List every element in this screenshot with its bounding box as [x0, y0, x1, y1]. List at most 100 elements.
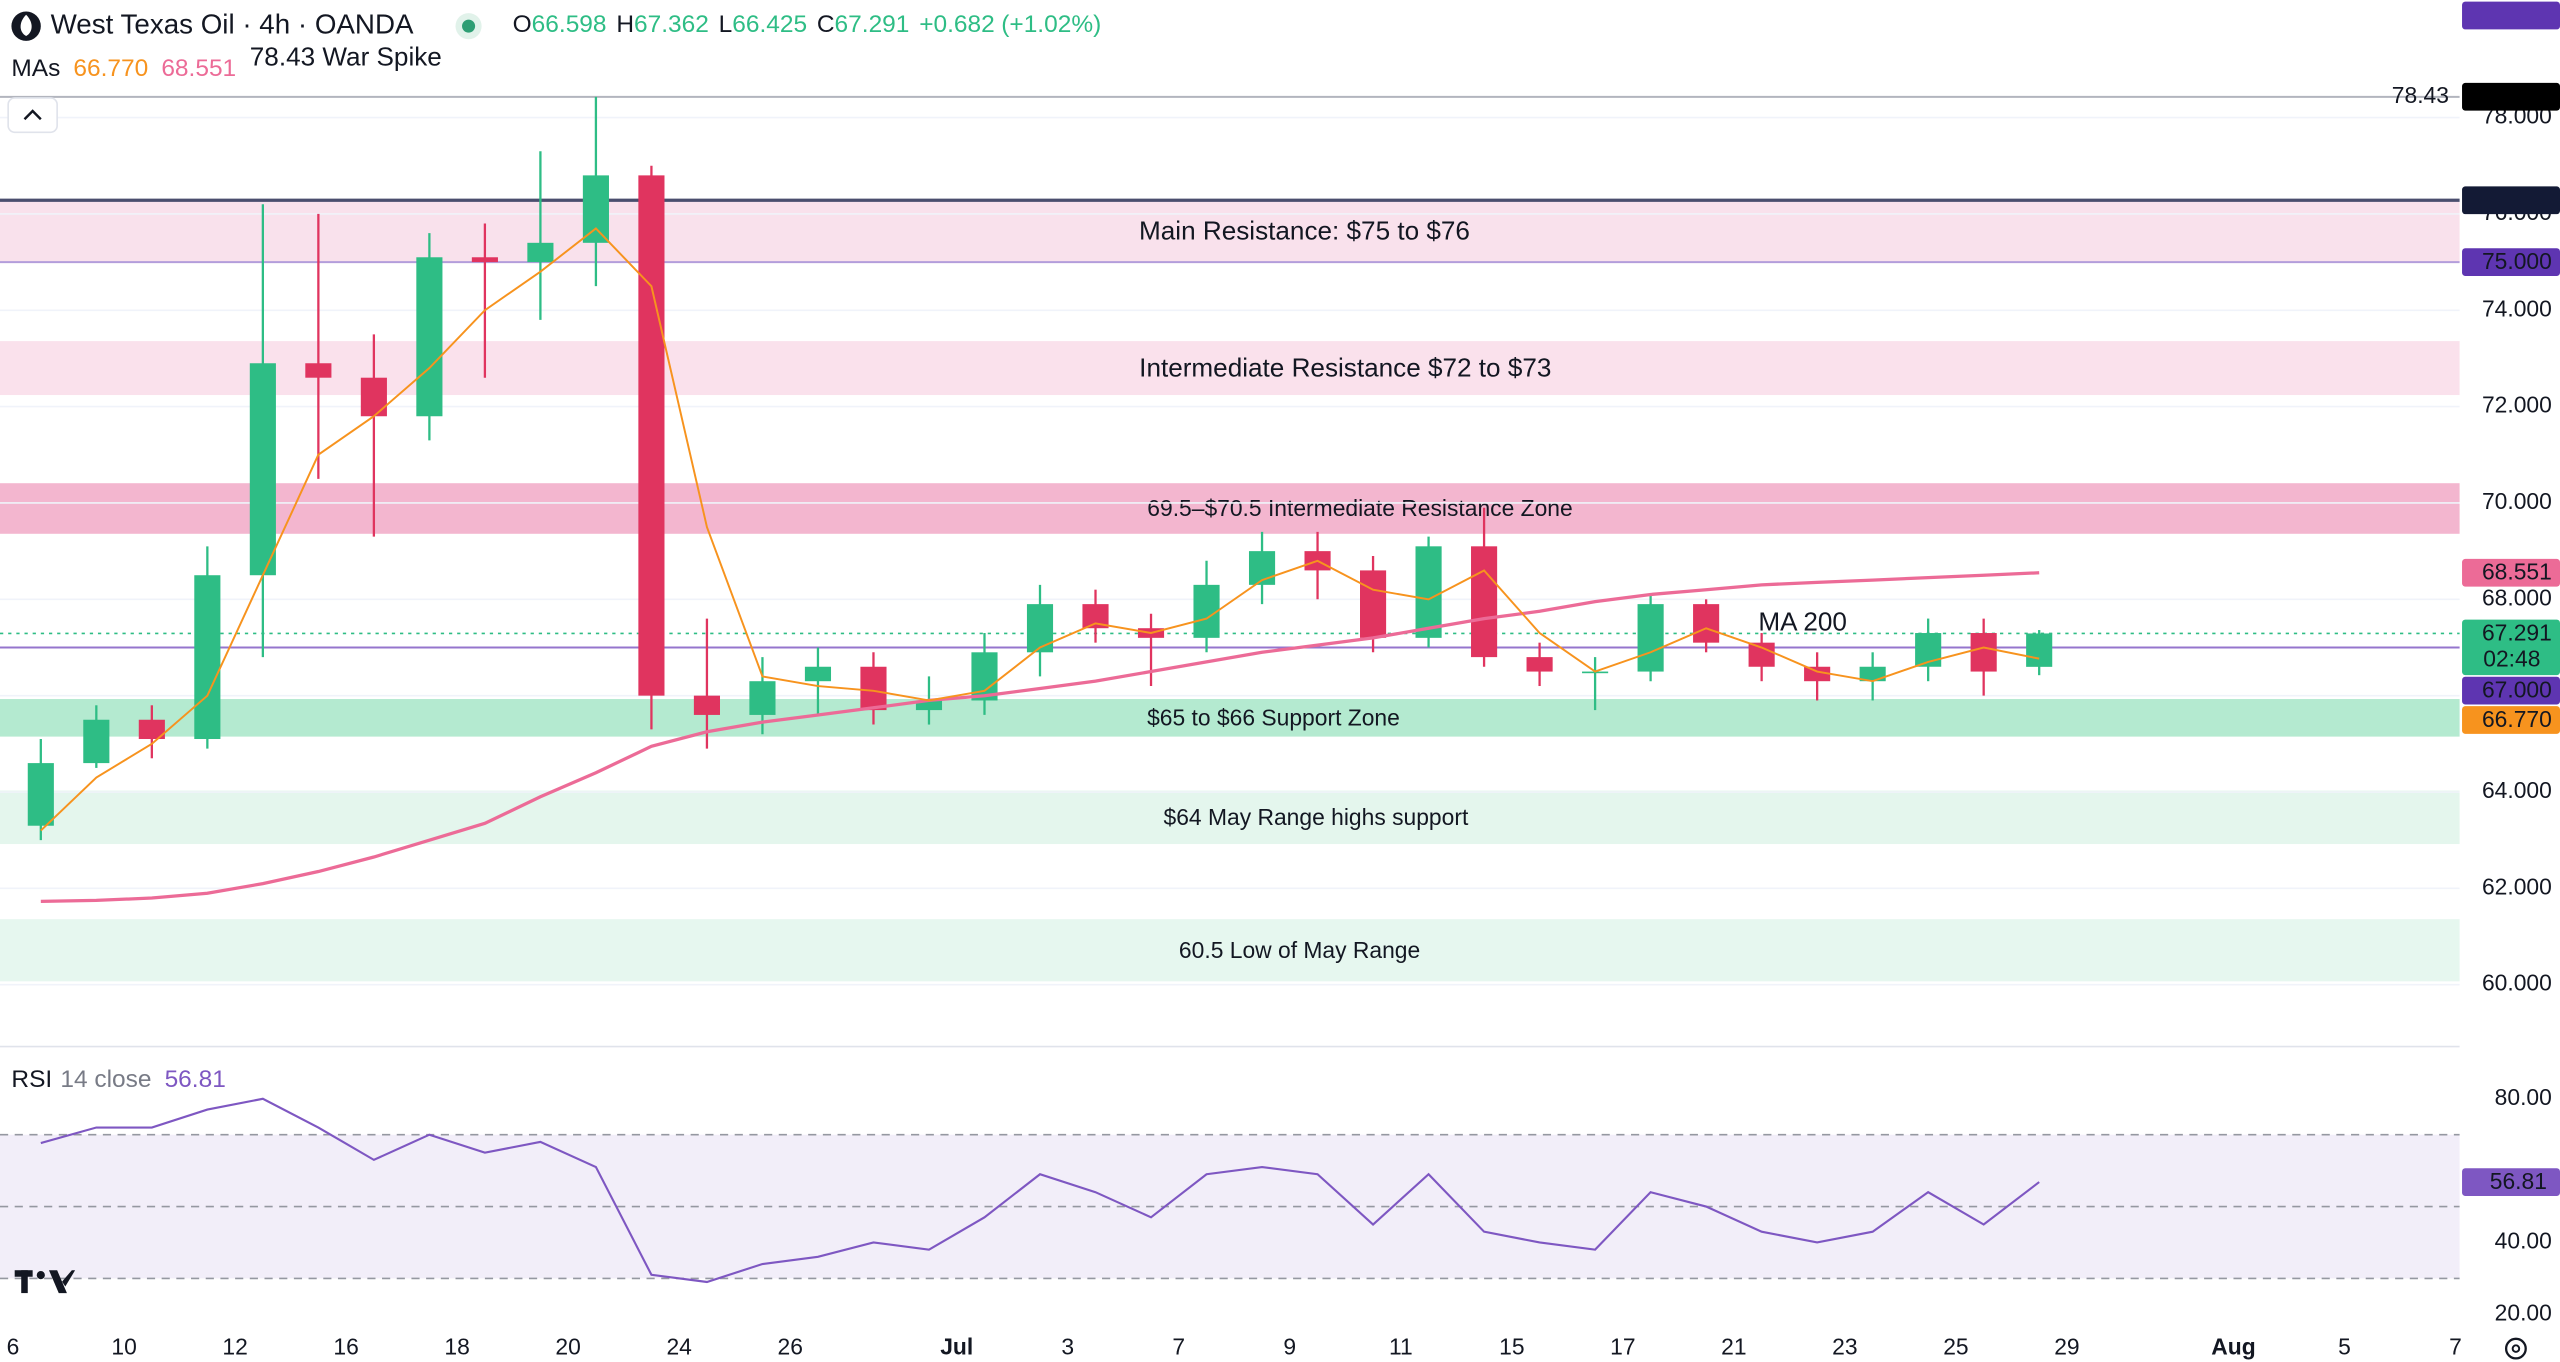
settings-icon-center	[2511, 1344, 2521, 1353]
ma-legend-label: MAs	[11, 56, 60, 83]
ohlc-value: 67.362	[634, 12, 709, 39]
price-tag-label: 67.000	[2482, 676, 2552, 702]
candle-body	[471, 257, 498, 263]
tv-logo-part	[36, 1271, 45, 1280]
rsi-tag-label: 56.81	[2490, 1168, 2547, 1194]
settings-button[interactable]	[2504, 1337, 2527, 1360]
annotation: 78.43 War Spike	[250, 42, 442, 72]
axes: 60.00062.00064.00066.00068.00070.00072.0…	[7, 1, 2560, 1360]
zone-label: Intermediate Resistance $72 to $73	[1139, 353, 1551, 383]
symbol-logo-drop	[20, 14, 32, 36]
zone	[0, 483, 2461, 534]
zone	[0, 919, 2461, 982]
x-tick-label: 25	[1943, 1334, 1968, 1360]
candle-body	[305, 363, 332, 378]
zone	[0, 200, 2461, 263]
candle-body	[527, 242, 554, 263]
market-status-dot	[462, 19, 476, 33]
price-tag	[2462, 676, 2560, 705]
x-tick-label: 6	[7, 1334, 20, 1360]
candle-body	[1748, 642, 1775, 667]
zone	[0, 699, 2461, 737]
zone-label: Main Resistance: $75 to $76	[1139, 216, 1470, 246]
rsi-title: RSI	[11, 1066, 52, 1093]
x-tick-label: 10	[111, 1334, 136, 1360]
price-tag-label: 66.770	[2482, 706, 2552, 732]
x-tick-label: 9	[1283, 1334, 1296, 1360]
ohlc-values: O66.598 H67.362 L66.425 C67.291 +0.682 (+1.02…	[513, 12, 1102, 39]
y-tick-label: 62.000	[2482, 873, 2552, 899]
x-tick-label: 7	[1172, 1334, 1185, 1360]
tv-logo-part	[21, 1270, 28, 1294]
tv-logo-part	[48, 1270, 67, 1294]
ohlc-letter: O	[513, 12, 532, 39]
x-tick-label: 24	[666, 1334, 692, 1360]
ma-legend-value: 68.551	[161, 56, 236, 83]
rsi-tick-label: 80.00	[2495, 1084, 2552, 1110]
change-value: +0.682	[919, 12, 995, 39]
x-tick-label: 3	[1061, 1334, 1074, 1360]
rsi-value: 56.81	[165, 1066, 226, 1093]
ohlc-value: 66.425	[732, 12, 807, 39]
x-tick-label: 18	[444, 1334, 469, 1360]
candle-body	[1693, 604, 1720, 643]
candle-body	[1415, 546, 1442, 638]
ma-legend: MAs 66.770 68.551	[11, 56, 236, 83]
ohlc-letter: L	[719, 12, 733, 39]
candle-body	[83, 719, 110, 764]
candle-body	[693, 695, 720, 715]
price-tag-label: 67.291	[2482, 619, 2552, 645]
rsi-line	[40, 1097, 2040, 1284]
x-tick-label: 29	[2054, 1334, 2079, 1360]
moving-average	[40, 571, 2040, 904]
candle-body	[582, 175, 609, 243]
rsi-tick-label: 20.00	[2495, 1299, 2552, 1325]
x-tick-label: 26	[777, 1334, 802, 1360]
candle-body	[1026, 604, 1054, 653]
header: West Texas Oil · 4h · OANDA O66.598 H67.3…	[7, 8, 2527, 1360]
x-tick-label: Aug	[2211, 1334, 2255, 1360]
candle-body	[1859, 666, 1886, 682]
x-tick-label: 7	[2449, 1334, 2462, 1360]
settings-icon	[2504, 1337, 2527, 1360]
symbol-title[interactable]: West Texas Oil · 4h · OANDA	[51, 8, 414, 39]
y-tick-label: 60.000	[2482, 970, 2552, 996]
candle-body	[27, 763, 54, 826]
ohlc-value: 66.598	[532, 12, 607, 39]
price-tag	[2462, 619, 2560, 676]
collapse-button[interactable]	[7, 97, 58, 134]
x-tick-label: 16	[333, 1334, 358, 1360]
price-tag	[2462, 1, 2560, 30]
candle-body	[749, 681, 776, 715]
zone-label: $64 May Range highs support	[1164, 804, 1469, 830]
candle-body	[1970, 633, 1997, 672]
y-tick-label: 72.000	[2482, 392, 2552, 418]
candle-body	[1804, 666, 1831, 682]
candle-body	[860, 666, 887, 711]
candle-body	[360, 377, 387, 417]
candle-body	[804, 666, 832, 682]
x-tick-label: 23	[1832, 1334, 1857, 1360]
zones: Main Resistance: $75 to $76 Intermediate …	[0, 200, 2461, 1279]
ohlc-value: 67.291	[835, 12, 910, 39]
rsi-tag	[2462, 1168, 2560, 1196]
price-tag-label: 68.551	[2482, 559, 2552, 585]
candle-body	[1526, 657, 1553, 672]
x-tick-label: Jul	[940, 1334, 973, 1360]
series-label: MA 200	[1758, 607, 1847, 637]
x-tick-label: 11	[1389, 1334, 1413, 1360]
change-percent: (+1.02%)	[1001, 12, 1101, 39]
x-tick-label: 12	[222, 1334, 247, 1360]
zone-label: 60.5 Low of May Range	[1179, 937, 1420, 963]
x-tick-label: 15	[1499, 1334, 1524, 1360]
y-tick-label: 74.000	[2482, 295, 2552, 321]
price-tag	[2462, 82, 2560, 111]
price-tag-label: 75.000	[2482, 248, 2552, 274]
rsi-legend: RSI 14 close 56.81	[11, 1066, 225, 1093]
price-tag	[2462, 558, 2560, 587]
tv-logo-part	[62, 1270, 76, 1287]
x-tick-label: 17	[1610, 1334, 1635, 1360]
y-tick-label: 70.000	[2482, 488, 2552, 514]
